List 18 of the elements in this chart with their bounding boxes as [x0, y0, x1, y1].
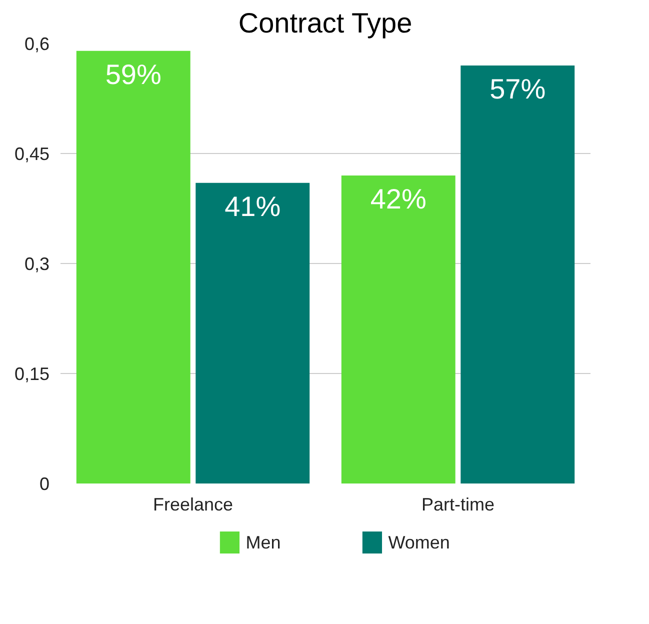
- data-label: 41%: [224, 190, 281, 222]
- y-tick-label: 0,45: [14, 144, 50, 164]
- y-tick-label: 0,6: [24, 34, 50, 54]
- bar: [196, 182, 310, 484]
- chart-title: Contract Type: [238, 8, 412, 38]
- x-tick-label: Part-time: [421, 494, 495, 514]
- data-label: 57%: [490, 74, 546, 104]
- data-label: 59%: [105, 58, 162, 90]
- y-tick-label: 0: [39, 474, 50, 494]
- bar: [76, 50, 190, 484]
- bar: [460, 66, 575, 484]
- y-tick-label: 0,3: [24, 254, 50, 274]
- legend-label: Women: [388, 532, 450, 552]
- legend-label: Men: [246, 532, 281, 552]
- data-label: 42%: [370, 184, 426, 214]
- bar: [341, 176, 456, 484]
- y-tick-label: 0,15: [14, 364, 50, 384]
- x-tick-label: Freelance: [152, 494, 234, 514]
